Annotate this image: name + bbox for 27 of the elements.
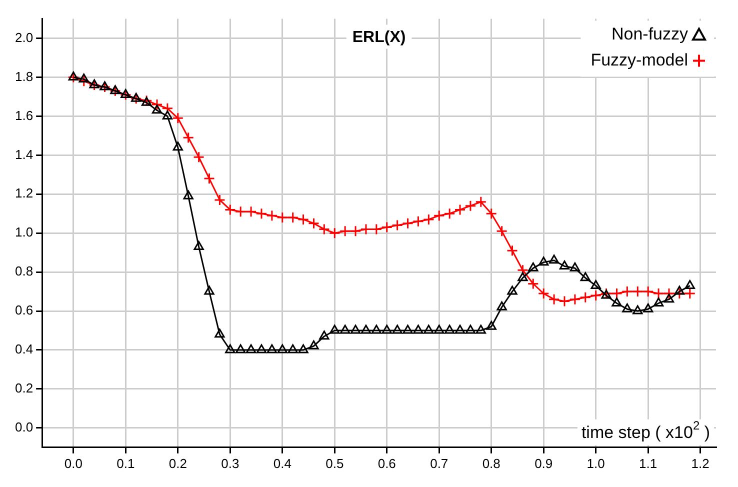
x-tick-label: 0.5	[326, 456, 344, 471]
x-tick-label: 1.0	[586, 456, 605, 471]
x-tick-label: 0.3	[221, 456, 240, 471]
y-tick-label: 0.2	[14, 380, 34, 396]
legend-label: Fuzzy-model	[590, 50, 688, 70]
y-tick-label: 1.2	[14, 186, 34, 201]
x-tick-label: 0.4	[273, 456, 292, 471]
x-tick-label: 0.1	[116, 456, 135, 471]
y-tick-label: 1.4	[14, 146, 34, 162]
x-tick-label: 1.1	[639, 456, 658, 471]
x-tick-label: 0.0	[64, 456, 82, 471]
x-tick-label: 0.6	[378, 456, 396, 471]
y-tick-label: 0.6	[14, 302, 34, 318]
x-tick-label: 0.8	[482, 456, 500, 471]
y-tick-label: 0.4	[14, 342, 34, 357]
x-tick-label: 0.2	[168, 456, 187, 471]
x-tick-label: 0.7	[430, 456, 448, 471]
y-tick-label: 0.8	[14, 264, 34, 279]
y-tick-label: 2.0	[14, 30, 34, 45]
y-tick-label: 1.0	[14, 224, 34, 240]
y-tick-label: 1.8	[14, 68, 34, 84]
y-tick-label: 1.6	[14, 108, 34, 123]
x-tick-label: 1.2	[691, 456, 710, 471]
legend-label: Non-fuzzy	[611, 24, 688, 44]
x-tick-label: 0.9	[534, 456, 553, 471]
y-tick-label: 0.0	[14, 419, 34, 434]
text: ERL(X)	[352, 29, 406, 46]
